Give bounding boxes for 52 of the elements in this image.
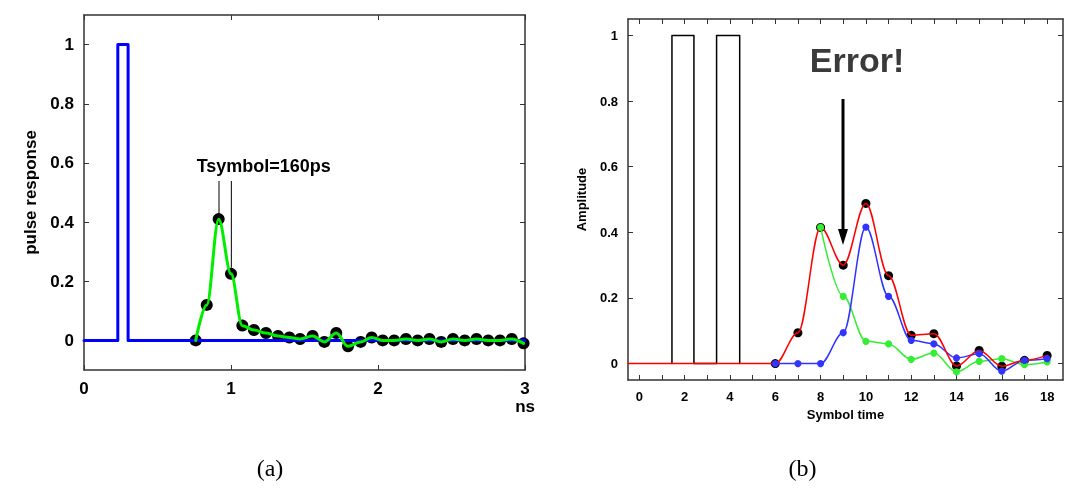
y-axis-title: Amplitude bbox=[574, 167, 589, 232]
x-tick-label: 1 bbox=[226, 379, 236, 398]
x-tick-label: 2 bbox=[681, 389, 689, 404]
y-tick-label: 0.6 bbox=[599, 159, 618, 175]
y-tick-label: 0.6 bbox=[50, 153, 74, 173]
y-tick-label: 0.4 bbox=[599, 224, 619, 240]
annotation: Error! bbox=[809, 41, 905, 79]
point bbox=[884, 292, 893, 300]
y-tick-label: 0.8 bbox=[50, 94, 74, 114]
point bbox=[975, 357, 983, 365]
point bbox=[862, 337, 870, 345]
x-tick-label: 8 bbox=[816, 389, 825, 404]
point bbox=[998, 367, 1006, 375]
x-tick-label: 0 bbox=[635, 389, 643, 404]
point bbox=[998, 355, 1006, 363]
y-axis-title: pulse response bbox=[21, 130, 40, 255]
point bbox=[907, 336, 915, 344]
point bbox=[816, 359, 825, 368]
x-axis-title: ns bbox=[515, 397, 535, 416]
point bbox=[794, 359, 802, 368]
point bbox=[975, 350, 983, 358]
y-tick-label: 0.2 bbox=[50, 271, 74, 291]
x-tick-label: 10 bbox=[858, 389, 874, 404]
text: (a) bbox=[256, 455, 284, 481]
point bbox=[862, 223, 870, 231]
point bbox=[907, 355, 915, 363]
x-tick-label: 2 bbox=[373, 379, 383, 398]
point bbox=[952, 354, 961, 362]
y-tick-label: 0 bbox=[610, 356, 618, 372]
x-tick-label: 16 bbox=[994, 389, 1010, 404]
y-tick-label: 1 bbox=[610, 27, 618, 43]
x-tick-label: 18 bbox=[1039, 389, 1055, 404]
x-tick-label: 4 bbox=[726, 389, 735, 404]
y-tick-label: 0.8 bbox=[599, 93, 618, 109]
point bbox=[930, 340, 938, 348]
y-tick-label: 0 bbox=[64, 330, 74, 350]
point bbox=[839, 292, 847, 300]
point bbox=[839, 329, 847, 337]
x-tick-label: 6 bbox=[771, 389, 779, 404]
point bbox=[930, 349, 938, 357]
x-tick-label: 0 bbox=[79, 379, 89, 398]
x-tick-label: 3 bbox=[520, 379, 530, 398]
x-tick-label: 12 bbox=[903, 389, 919, 404]
x-axis-title: Symbol time bbox=[806, 406, 885, 422]
point bbox=[952, 368, 961, 376]
y-tick-label: 0.4 bbox=[50, 212, 75, 232]
point bbox=[884, 340, 893, 348]
text: (b) bbox=[788, 455, 817, 481]
y-tick-label: 1 bbox=[64, 35, 74, 55]
x-tick-label: 14 bbox=[949, 389, 965, 404]
annotation: Tsymbol=160ps bbox=[196, 156, 331, 177]
y-tick-label: 0.2 bbox=[599, 290, 618, 306]
